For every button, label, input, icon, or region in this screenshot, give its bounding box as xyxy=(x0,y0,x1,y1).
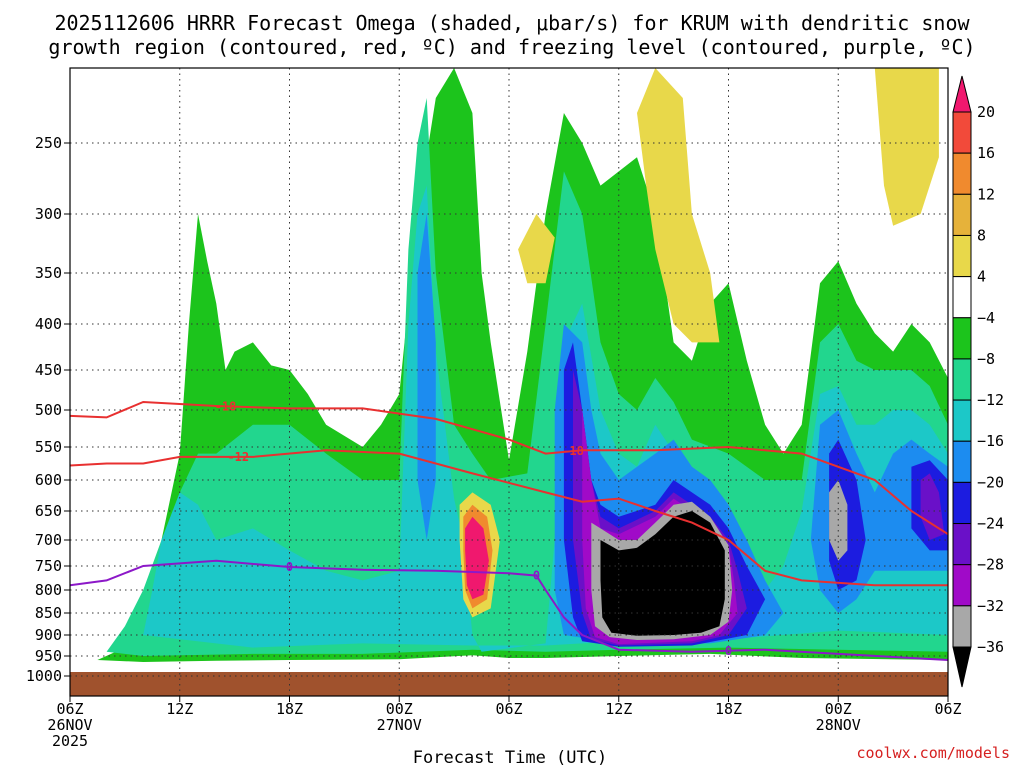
colorbar-top-arrow xyxy=(952,75,972,113)
colorbar-label-5: −4 xyxy=(977,309,995,327)
omega-region-14 xyxy=(600,511,725,636)
colorbar-band-3 xyxy=(952,193,972,236)
x-tick-label-6-0: 12Z xyxy=(166,700,193,718)
temperature-contours: -18 -18 -12 0 0 0 xyxy=(70,399,948,661)
x-tick-label-0-2: 2025 xyxy=(52,732,88,750)
colorbar-band-13 xyxy=(952,605,972,648)
colorbar-band-6 xyxy=(952,317,972,360)
contour-label-0: 0 xyxy=(286,560,293,574)
contour-label--18: -18 xyxy=(562,444,584,458)
colorbar-bottom-arrow xyxy=(952,646,972,688)
x-tick-label-30-0: 12Z xyxy=(605,700,632,718)
x-tick-label-42-0: 00Z xyxy=(825,700,852,718)
colorbar-label-1: 16 xyxy=(977,144,995,162)
omega-region-15 xyxy=(518,214,555,284)
colorbar-band-2 xyxy=(952,152,972,195)
chart-title-line2: growth region (contoured, red, ºC) and f… xyxy=(48,35,975,59)
colorbar-band-8 xyxy=(952,399,972,442)
x-tick-label-48-0: 06Z xyxy=(934,700,961,718)
omega-region-17 xyxy=(874,68,939,226)
colorbar-label-8: −16 xyxy=(977,432,1004,450)
contour-label-0: 0 xyxy=(533,569,540,583)
colorbar-band-1 xyxy=(952,111,972,154)
colorbar-label-10: −24 xyxy=(977,515,1004,533)
x-tick-label-18-1: 27NOV xyxy=(377,716,422,734)
credit-text: coolwx.com/models xyxy=(856,744,1010,762)
omega-region-10 xyxy=(920,473,945,540)
omega-region-2 xyxy=(143,185,948,652)
omega-region-16 xyxy=(637,68,720,343)
contour-label--12: -12 xyxy=(227,450,249,464)
x-tick-label-12-0: 18Z xyxy=(276,700,303,718)
colorbar-band-4 xyxy=(952,234,972,278)
omega-region-1 xyxy=(106,98,948,656)
y-tick-label-950: 950 xyxy=(35,647,62,665)
x-tick-label-36-0: 18Z xyxy=(715,700,742,718)
y-tick-label-850: 850 xyxy=(35,604,62,622)
y-axis: 250 300 350 400 450 500 550 600 650 700 750 800 850 9… xyxy=(26,134,70,685)
colorbar-label-0: 20 xyxy=(977,103,995,121)
colorbar-band-10 xyxy=(952,481,972,525)
omega-region-20 xyxy=(465,516,489,600)
colorbar-label-13: −36 xyxy=(977,638,1004,656)
colorbar-band-9 xyxy=(952,440,972,483)
y-tick-label-750: 750 xyxy=(35,557,62,575)
y-tick-label-550: 550 xyxy=(35,438,62,456)
colorbar-band-11 xyxy=(952,523,972,566)
y-tick-label-600: 600 xyxy=(35,471,62,489)
colorbar-label-6: −8 xyxy=(977,350,995,368)
y-tick-label-300: 300 xyxy=(35,205,62,223)
x-tick-label-24-0: 06Z xyxy=(495,700,522,718)
colorbar-band-7 xyxy=(952,358,972,401)
y-tick-label-800: 800 xyxy=(35,581,62,599)
contour-line-0 xyxy=(70,559,948,661)
omega-shading xyxy=(97,68,948,662)
colorbar-label-9: −20 xyxy=(977,473,1004,491)
colorbar-label-11: −28 xyxy=(977,556,1004,574)
colorbar-label-4: 4 xyxy=(977,268,986,286)
y-tick-label-1000: 1000 xyxy=(26,667,62,685)
y-tick-label-450: 450 xyxy=(35,361,62,379)
colorbar-band-5 xyxy=(952,276,972,319)
grid-lines xyxy=(69,68,949,696)
y-tick-label-250: 250 xyxy=(35,134,62,152)
x-tick-label-18-0: 00Z xyxy=(386,700,413,718)
x-tick-label-0-1: 26NOV xyxy=(47,716,92,734)
y-tick-label-500: 500 xyxy=(35,401,62,419)
y-tick-label-900: 900 xyxy=(35,626,62,644)
colorbar-band-12 xyxy=(952,564,972,607)
colorbar-label-2: 12 xyxy=(977,185,995,203)
contour-label--18: -18 xyxy=(215,399,237,413)
contour-line--12 xyxy=(70,449,948,587)
y-tick-label-350: 350 xyxy=(35,264,62,282)
x-tick-label-42-1: 28NOV xyxy=(816,716,861,734)
x-tick-label-0-0: 06Z xyxy=(56,700,83,718)
contour-label-0: 0 xyxy=(725,644,732,658)
colorbar-label-3: 8 xyxy=(977,226,986,244)
colorbar: 20 16 12 8 4 −4 −8 −12 −16 −20 −24 −28 −32 −36 xyxy=(952,75,1004,688)
colorbar-label-12: −32 xyxy=(977,597,1004,615)
chart-title-line1: 2025112606 HRRR Forecast Omega (shaded, … xyxy=(54,11,970,35)
omega-region-3 xyxy=(417,214,436,540)
y-tick-label-650: 650 xyxy=(35,502,62,520)
y-tick-label-400: 400 xyxy=(35,315,62,333)
y-tick-label-700: 700 xyxy=(35,531,62,549)
colorbar-label-7: −12 xyxy=(977,391,1004,409)
contour-line--18 xyxy=(70,400,948,536)
x-axis-label: Forecast Time (UTC) xyxy=(413,748,607,768)
